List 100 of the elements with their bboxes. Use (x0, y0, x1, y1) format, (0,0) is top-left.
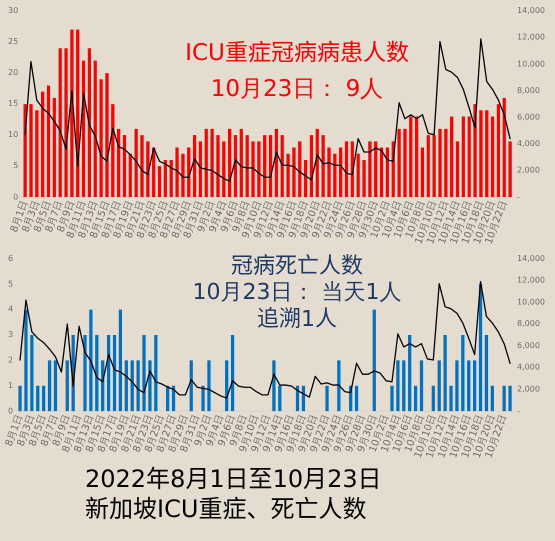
bar (251, 141, 255, 198)
bar (164, 160, 167, 198)
bar (29, 104, 33, 198)
bar (146, 141, 150, 198)
bar (402, 360, 406, 412)
bar (420, 360, 424, 412)
text: 新加坡ICU重症、死亡人数 (85, 495, 366, 524)
y-tick-label: 25 (8, 37, 18, 46)
bar (321, 135, 325, 198)
bar (462, 116, 465, 198)
y2-tick-label: 14,000 (517, 6, 546, 16)
y-tick-label: 5 (8, 279, 14, 288)
bar (372, 310, 376, 412)
bar (490, 116, 494, 198)
y-tick-label: 30 (8, 6, 18, 16)
bar (158, 166, 162, 198)
bar (339, 148, 342, 198)
bar (368, 141, 372, 198)
bar (36, 386, 40, 412)
bar (354, 386, 358, 412)
y-tick-label: 6 (8, 254, 14, 263)
y2-tick-label: 4,000 (517, 362, 540, 372)
y2-tick-label: 12,000 (517, 276, 546, 285)
y2-tick-label: 6,000 (517, 112, 540, 122)
bar (111, 104, 114, 198)
bar (41, 92, 44, 198)
bar (105, 73, 109, 198)
bar (101, 360, 104, 412)
text: 10月23日： 9人 (210, 76, 384, 102)
y2-tick-label: 2,000 (517, 384, 540, 394)
bar (280, 135, 284, 198)
bar (257, 141, 260, 198)
bar (484, 334, 488, 412)
y-tick-label: 0 (13, 192, 18, 202)
bar (134, 128, 138, 198)
bar (24, 310, 28, 412)
bar (88, 48, 91, 198)
y-tick-label: 4 (8, 304, 14, 314)
y-tick-label: 10 (8, 130, 18, 140)
bar (89, 310, 93, 412)
bar (198, 141, 202, 198)
bar (52, 98, 56, 198)
bar (35, 110, 38, 198)
bar (128, 154, 132, 198)
bar (18, 386, 22, 412)
bar (374, 141, 378, 198)
bar (409, 116, 412, 198)
bar (210, 128, 214, 198)
text: ICU重症冠病病患人数 (185, 40, 409, 66)
bar (467, 360, 470, 412)
bar (140, 135, 144, 198)
bar (187, 148, 190, 198)
bar (414, 386, 418, 412)
bar (444, 128, 448, 198)
bar (154, 334, 158, 412)
bar (455, 360, 459, 412)
bar (94, 60, 97, 198)
bar (42, 386, 46, 412)
bar (438, 360, 441, 412)
bar (397, 128, 401, 198)
bar (403, 128, 407, 198)
bar (130, 360, 134, 412)
y-tick-label: 20 (8, 68, 18, 78)
bar (426, 135, 430, 198)
bar (99, 79, 103, 198)
bar (450, 116, 454, 198)
y-tick-label: 2 (8, 355, 14, 364)
y2-tick-label: 4,000 (517, 139, 540, 148)
y2-tick-label: 14,000 (517, 254, 546, 263)
bar (246, 135, 249, 198)
bar (54, 360, 58, 412)
y2-tick-label: 8,000 (517, 319, 540, 328)
bar (46, 85, 50, 198)
bar (396, 360, 400, 412)
bar (152, 148, 156, 198)
bar (166, 386, 170, 412)
bar (216, 135, 220, 198)
bar (286, 154, 290, 198)
bar (479, 110, 482, 198)
bar (70, 30, 74, 198)
bar (390, 386, 394, 412)
bar (66, 360, 69, 412)
bar (502, 98, 506, 198)
bar (325, 386, 329, 412)
bar (508, 386, 512, 412)
bar (496, 104, 500, 198)
bar (473, 360, 476, 412)
bar (508, 141, 512, 198)
bar (175, 148, 179, 198)
bar (468, 116, 471, 198)
bar (414, 116, 418, 198)
text: 2022年8月1日至10月23日 (85, 465, 382, 494)
bar (190, 360, 193, 412)
bar (298, 141, 302, 198)
y2-tick-label: 2,000 (517, 166, 540, 175)
y-tick-label: 1 (8, 380, 14, 390)
bar (432, 386, 435, 412)
bar (263, 135, 266, 198)
bar (362, 160, 366, 198)
bar (337, 360, 340, 412)
